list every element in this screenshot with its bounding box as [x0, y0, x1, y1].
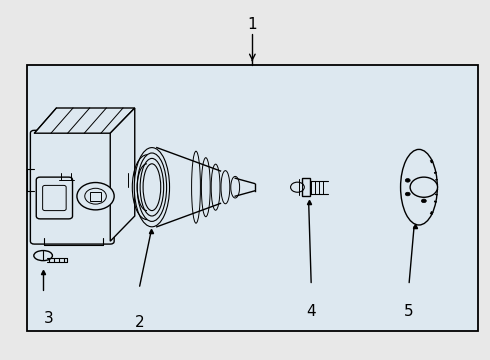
Ellipse shape	[143, 164, 161, 211]
Text: 1: 1	[247, 17, 257, 32]
Circle shape	[85, 188, 106, 204]
Text: 3: 3	[44, 311, 54, 327]
Text: 4: 4	[306, 304, 316, 319]
Circle shape	[291, 182, 304, 192]
Text: 2: 2	[135, 315, 145, 330]
Circle shape	[405, 192, 410, 196]
Ellipse shape	[134, 148, 170, 227]
FancyBboxPatch shape	[30, 130, 114, 244]
FancyBboxPatch shape	[36, 177, 73, 219]
Text: 5: 5	[404, 304, 414, 319]
FancyBboxPatch shape	[43, 185, 66, 211]
Polygon shape	[110, 108, 135, 241]
Circle shape	[405, 179, 410, 182]
Ellipse shape	[140, 158, 164, 216]
Polygon shape	[34, 108, 135, 133]
Circle shape	[410, 177, 438, 197]
Circle shape	[421, 199, 426, 203]
FancyBboxPatch shape	[302, 178, 310, 196]
FancyBboxPatch shape	[27, 65, 478, 331]
Ellipse shape	[34, 251, 52, 261]
Ellipse shape	[401, 149, 437, 225]
Ellipse shape	[137, 153, 167, 221]
FancyBboxPatch shape	[90, 192, 101, 201]
Circle shape	[77, 183, 114, 210]
